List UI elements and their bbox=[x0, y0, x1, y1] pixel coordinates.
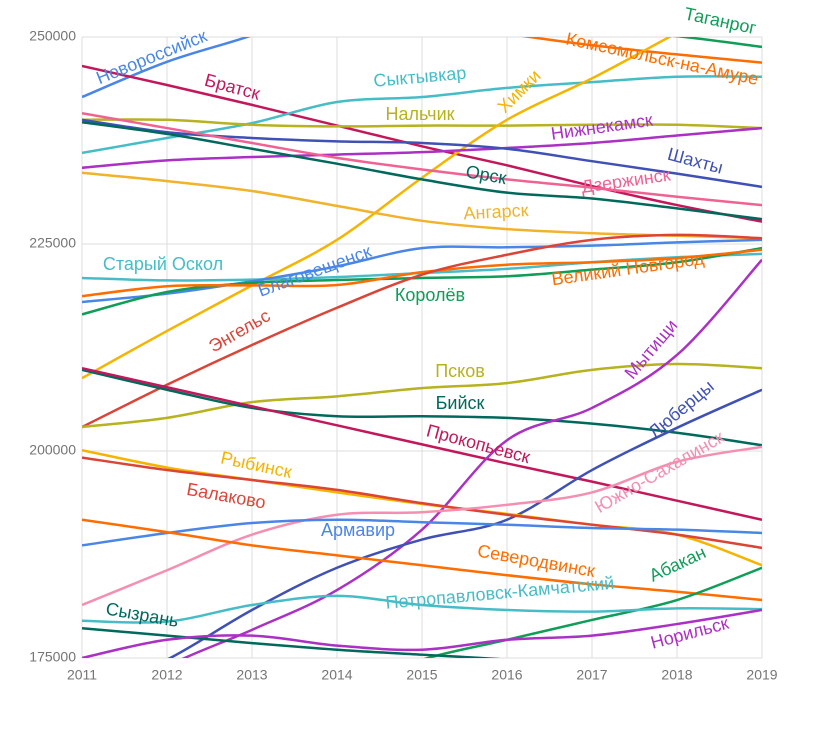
series-line bbox=[82, 238, 762, 304]
series-label: Орск bbox=[464, 161, 508, 188]
y-tick-label: 250000 bbox=[29, 28, 76, 44]
series-line bbox=[82, 64, 762, 223]
series-line bbox=[82, 233, 762, 429]
series-label: Новороссийск bbox=[93, 26, 209, 89]
x-tick-label: 2017 bbox=[576, 667, 607, 683]
series-label: Химки bbox=[494, 66, 545, 117]
lines bbox=[82, 37, 762, 658]
series-line bbox=[82, 118, 762, 189]
series-line bbox=[82, 111, 762, 207]
x-tick-label: 2013 bbox=[236, 667, 267, 683]
series-label: Бийск bbox=[436, 393, 485, 413]
series-label: Братск bbox=[203, 70, 263, 104]
series-label: Благовещенск bbox=[255, 241, 374, 301]
y-tick-label: 200000 bbox=[29, 442, 76, 458]
series-line bbox=[82, 118, 762, 130]
series-label: Энгельс bbox=[205, 305, 273, 356]
series-label: Сызрань bbox=[104, 599, 180, 631]
series-label: Норильск bbox=[649, 613, 731, 653]
series-label: Балаково bbox=[185, 479, 267, 513]
series-line bbox=[82, 518, 762, 547]
x-tick-label: 2011 bbox=[67, 667, 97, 683]
series-label: Мытищи bbox=[621, 316, 682, 383]
series-label: Сыктывкар bbox=[373, 63, 467, 91]
x-tick-label: 2019 bbox=[746, 667, 777, 683]
series-line bbox=[82, 37, 672, 380]
series-label: Армавир bbox=[321, 520, 395, 540]
y-tick-label: 175000 bbox=[29, 649, 76, 665]
series-line bbox=[521, 37, 762, 64]
series-label: Прокопьевск bbox=[424, 420, 532, 467]
x-tick-label: 2014 bbox=[321, 667, 352, 683]
series-label: Великий Новгород bbox=[550, 248, 706, 289]
x-tick-label: 2018 bbox=[661, 667, 692, 683]
series-label: Старый Оскол bbox=[103, 254, 223, 274]
grid bbox=[81, 36, 763, 659]
series-line bbox=[82, 121, 762, 221]
series-line bbox=[82, 246, 762, 316]
x-tick-label: 2012 bbox=[151, 667, 182, 683]
series-line bbox=[82, 37, 251, 99]
series-line bbox=[82, 445, 762, 607]
series-line bbox=[423, 566, 762, 658]
series-label: Королёв bbox=[395, 285, 465, 305]
x-tick-label: 2015 bbox=[406, 667, 437, 683]
series-label: Нальчик bbox=[386, 104, 455, 124]
series-label: Псков bbox=[435, 361, 485, 381]
series-line bbox=[82, 126, 762, 170]
series-line bbox=[82, 366, 762, 521]
series-line bbox=[82, 518, 762, 602]
series-line bbox=[82, 248, 762, 298]
series-label: Петропавловск-Камчатский bbox=[385, 573, 615, 613]
series-label: Ангарск bbox=[463, 200, 529, 223]
ticks: 175000 200000 225000 250000 2011 2012 2013 2014… bbox=[29, 28, 777, 683]
series-line bbox=[167, 388, 762, 658]
series-line bbox=[82, 456, 762, 550]
series-line bbox=[82, 608, 762, 658]
x-tick-label: 2016 bbox=[491, 667, 522, 683]
labels: НовороссийскБратскТаганрогКомсомольск-на… bbox=[93, 3, 760, 652]
series-line bbox=[82, 594, 762, 624]
series-line bbox=[82, 362, 762, 429]
y-tick-label: 225000 bbox=[29, 235, 76, 251]
series-line bbox=[82, 368, 762, 447]
series-label: Таганрог bbox=[683, 3, 759, 38]
